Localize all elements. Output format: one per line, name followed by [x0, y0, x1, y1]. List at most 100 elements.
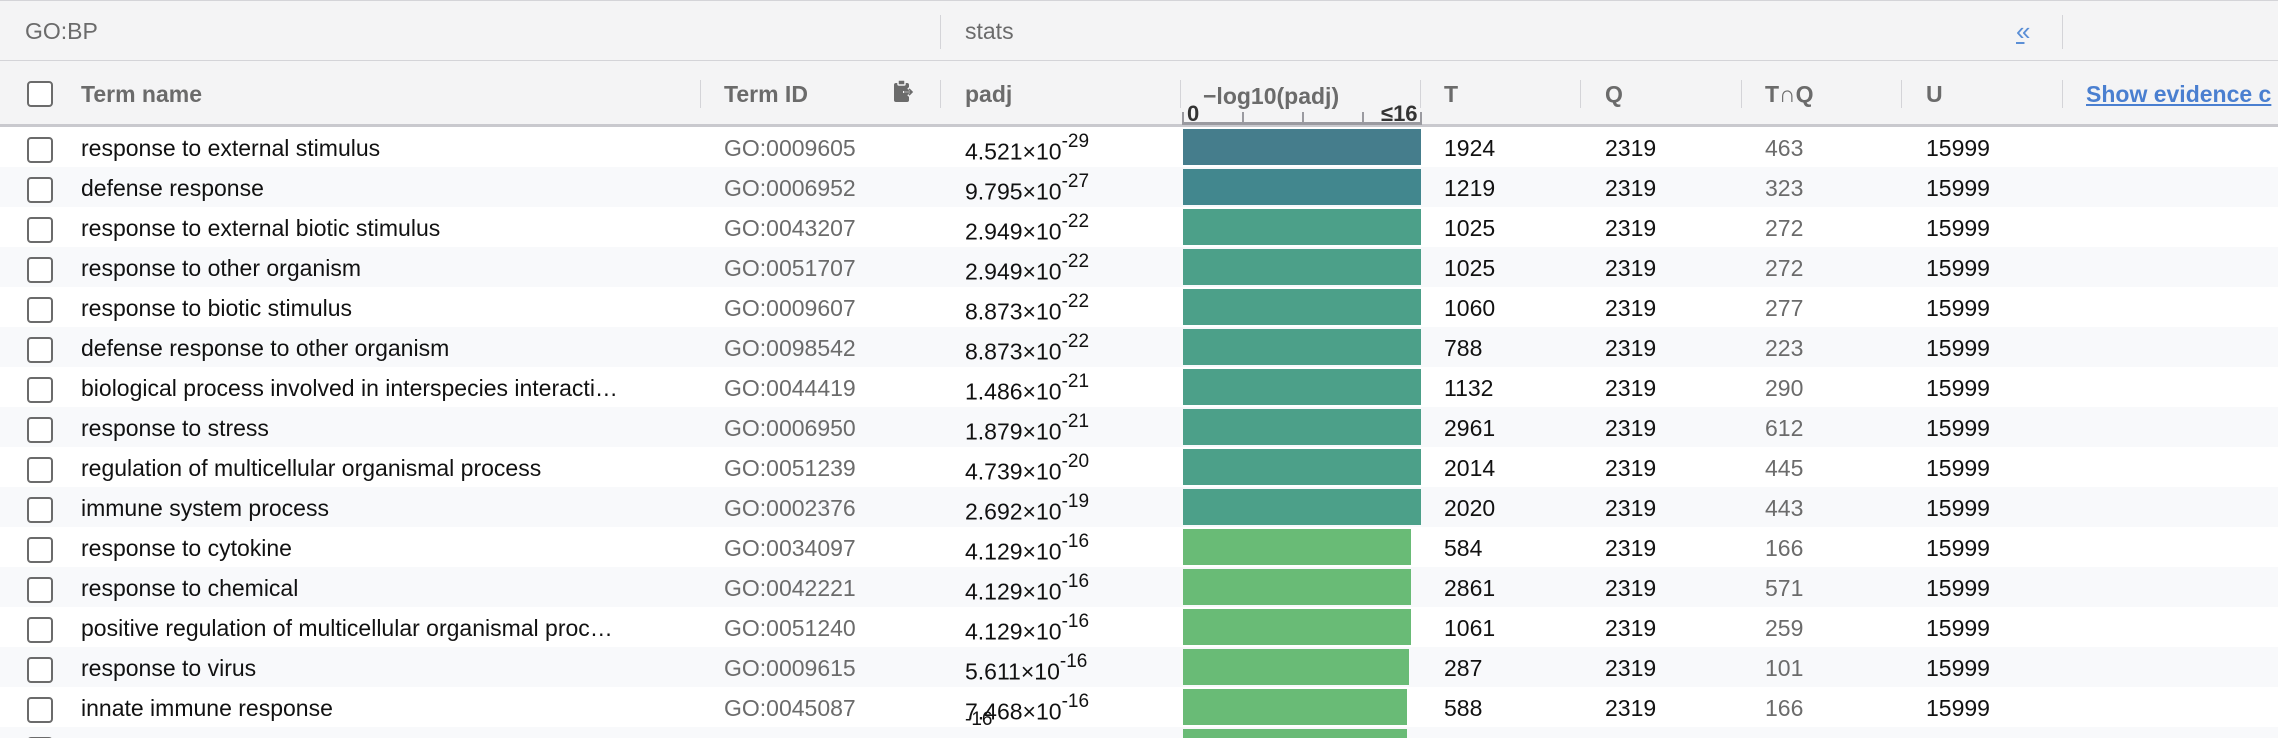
term-id[interactable]: GO:0045087: [724, 695, 856, 721]
table-row[interactable]: response to stress GO:0006950 1.879×10-21 2…: [0, 407, 2278, 447]
term-name[interactable]: innate immune response: [81, 695, 333, 721]
table-row[interactable]: regulation of multicellular organismal p…: [0, 447, 2278, 487]
row-checkbox[interactable]: [27, 257, 53, 283]
row-checkbox[interactable]: [27, 177, 53, 203]
col-term-name[interactable]: Term name: [81, 81, 203, 107]
table-row[interactable]: response to biotic stimulus GO:0009607 8.8…: [0, 287, 2278, 327]
table-row[interactable]: response to virus GO:0009615 5.611×10-16 28…: [0, 647, 2278, 687]
term-name[interactable]: response to external stimulus: [81, 135, 381, 161]
column-divider[interactable]: [940, 80, 941, 108]
axis-min-label: 0: [1187, 101, 1200, 126]
column-divider[interactable]: [1580, 80, 1581, 108]
TQ-value: 272: [1765, 215, 1804, 241]
show-evidence-link[interactable]: Show evidence c: [2086, 81, 2272, 107]
term-name[interactable]: response to cytokine: [81, 535, 292, 561]
term-name[interactable]: response to stress: [81, 415, 269, 441]
table-row[interactable]: biological process involved in interspec…: [0, 367, 2278, 407]
row-checkbox[interactable]: [27, 617, 53, 643]
row-checkbox[interactable]: [27, 537, 53, 563]
term-name[interactable]: response to biotic stimulus: [81, 295, 353, 321]
term-id[interactable]: GO:0051707: [724, 255, 856, 281]
table-row[interactable]: response to chemical GO:0042221 4.129×10-1…: [0, 567, 2278, 607]
col-padj[interactable]: padj: [965, 81, 1013, 107]
T-value: 2861: [1444, 575, 1496, 601]
collapse-icon[interactable]: «: [2016, 16, 2031, 46]
row-checkbox[interactable]: [27, 377, 53, 403]
table-row[interactable]: innate immune response GO:0045087 7.468×10…: [0, 687, 2278, 727]
table-row[interactable]: immune system process GO:0002376 2.692×10-…: [0, 487, 2278, 527]
term-id[interactable]: GO:0009615: [724, 655, 856, 681]
TQ-value: 259: [1765, 615, 1804, 641]
TQ-value: 323: [1765, 175, 1804, 201]
Q-value: 2319: [1605, 455, 1657, 481]
table-row[interactable]: response to external biotic stimulus GO:0…: [0, 207, 2278, 247]
term-id[interactable]: GO:0042221: [724, 575, 856, 601]
col-TQ[interactable]: T∩Q: [1765, 81, 1814, 107]
padj-mantissa: 1.879×10: [965, 418, 1062, 445]
table-row[interactable]: response to other organism GO:0051707 2.94…: [0, 247, 2278, 287]
Q-value: 2319: [1605, 695, 1657, 721]
term-id[interactable]: GO:0006952: [724, 175, 856, 201]
term-name[interactable]: defense response to other organism: [81, 335, 450, 361]
row-checkbox[interactable]: [27, 217, 53, 243]
table-row[interactable]: -16: [0, 709, 2278, 738]
term-name[interactable]: immune system process: [81, 495, 329, 521]
padj-value: 7.468×10-16: [965, 691, 1089, 726]
term-id[interactable]: GO:0034097: [724, 535, 856, 561]
term-name[interactable]: positive regulation of multicellular org…: [81, 615, 613, 641]
term-id[interactable]: GO:0009605: [724, 135, 856, 161]
padj-value: 5.611×10-16: [965, 651, 1087, 686]
col-term-id[interactable]: Term ID: [724, 81, 808, 107]
term-name[interactable]: regulation of multicellular organismal p…: [81, 455, 542, 481]
term-id[interactable]: GO:0044419: [724, 375, 856, 401]
table-row[interactable]: response to external stimulus GO:0009605 4…: [0, 127, 2278, 167]
axis-tick: [1420, 112, 1422, 123]
term-name[interactable]: biological process involved in interspec…: [81, 375, 618, 401]
term-id[interactable]: GO:0043207: [724, 215, 856, 241]
col-Q[interactable]: Q: [1605, 81, 1623, 107]
row-checkbox[interactable]: [27, 297, 53, 323]
copy-clipboard-icon[interactable]: [892, 79, 914, 110]
row-checkbox[interactable]: [27, 577, 53, 603]
padj-mantissa: 1.486×10: [965, 378, 1062, 405]
table-row[interactable]: defense response GO:0006952 9.795×10-27 121…: [0, 167, 2278, 207]
neglog-padj-bar: [1183, 169, 1421, 205]
TQ-value: 571: [1765, 575, 1804, 601]
term-id[interactable]: GO:0051239: [724, 455, 856, 481]
row-checkbox[interactable]: [27, 457, 53, 483]
row-checkbox[interactable]: [27, 697, 53, 723]
term-name[interactable]: response to external biotic stimulus: [81, 215, 441, 241]
term-id[interactable]: GO:0002376: [724, 495, 856, 521]
column-divider[interactable]: [1180, 80, 1181, 108]
table-row[interactable]: response to cytokine GO:0034097 4.129×10-1…: [0, 527, 2278, 567]
term-name[interactable]: response to chemical: [81, 575, 299, 601]
row-checkbox[interactable]: [27, 417, 53, 443]
table-row[interactable]: defense response to other organism GO:009…: [0, 327, 2278, 367]
column-divider[interactable]: [1420, 80, 1421, 108]
term-id[interactable]: GO:0009607: [724, 295, 856, 321]
row-checkbox[interactable]: [27, 137, 53, 163]
table-row[interactable]: positive regulation of multicellular org…: [0, 607, 2278, 647]
column-divider[interactable]: [1901, 80, 1902, 108]
row-checkbox[interactable]: [27, 337, 53, 363]
column-divider[interactable]: [700, 80, 701, 108]
term-id[interactable]: GO:0098542: [724, 335, 856, 361]
term-name[interactable]: defense response: [81, 175, 264, 201]
TQ-value: 223: [1765, 335, 1804, 361]
T-value: 788: [1444, 335, 1483, 361]
term-name[interactable]: response to other organism: [81, 255, 361, 281]
select-all-checkbox[interactable]: [27, 81, 53, 107]
col-neglog-padj[interactable]: −log10(padj): [1203, 83, 1340, 109]
row-checkbox[interactable]: [27, 657, 53, 683]
column-divider[interactable]: [1741, 80, 1742, 108]
term-id[interactable]: GO:0051240: [724, 615, 856, 641]
col-U[interactable]: U: [1926, 81, 1943, 107]
column-divider[interactable]: [2062, 80, 2063, 108]
row-checkbox[interactable]: [27, 497, 53, 523]
U-value: 15999: [1926, 175, 1990, 201]
term-name[interactable]: response to virus: [81, 655, 257, 681]
padj-value: 8.873×10-22: [965, 291, 1089, 326]
Q-value: 2319: [1605, 535, 1657, 561]
term-id[interactable]: GO:0006950: [724, 415, 856, 441]
col-T[interactable]: T: [1444, 81, 1459, 107]
